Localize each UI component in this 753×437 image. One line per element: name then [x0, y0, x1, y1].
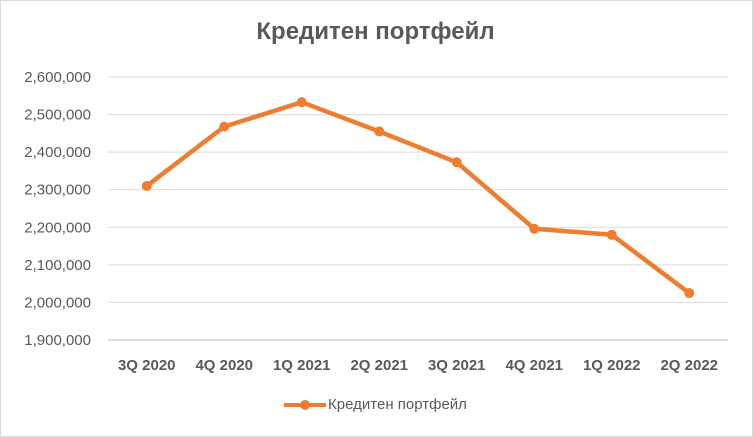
data-point — [296, 97, 307, 108]
data-point — [529, 223, 540, 234]
data-point — [684, 288, 695, 299]
y-tick-label: 2,500,000 — [24, 107, 91, 124]
x-tick-label: 1Q 2021 — [273, 357, 331, 374]
chart-title: Кредитен портфейл — [256, 18, 495, 45]
x-tick-label: 2Q 2021 — [350, 357, 408, 374]
y-tick-label: 2,000,000 — [24, 294, 91, 311]
x-tick-label: 3Q 2020 — [118, 357, 176, 374]
data-point — [374, 126, 385, 137]
series-line — [144, 99, 692, 296]
y-tick-label: 2,200,000 — [24, 219, 91, 236]
data-point — [451, 157, 462, 168]
x-tick-label: 4Q 2021 — [505, 357, 563, 374]
data-point — [606, 229, 617, 240]
x-tick-label: 4Q 2020 — [195, 357, 253, 374]
legend-label: Кредитен портфейл — [328, 396, 467, 413]
y-tick-label: 2,100,000 — [24, 257, 91, 274]
x-tick-label: 1Q 2022 — [583, 357, 641, 374]
y-tick-label: 2,300,000 — [24, 182, 91, 199]
legend: Кредитен портфейл — [0, 396, 751, 413]
data-point — [219, 121, 230, 132]
y-tick-label: 2,600,000 — [24, 69, 91, 86]
x-tick-label: 3Q 2021 — [428, 357, 486, 374]
x-tick-label: 2Q 2022 — [660, 357, 718, 374]
y-tick-label: 1,900,000 — [24, 332, 91, 349]
data-point — [141, 180, 152, 191]
legend-swatch — [284, 399, 327, 411]
y-tick-label: 2,400,000 — [24, 144, 91, 161]
